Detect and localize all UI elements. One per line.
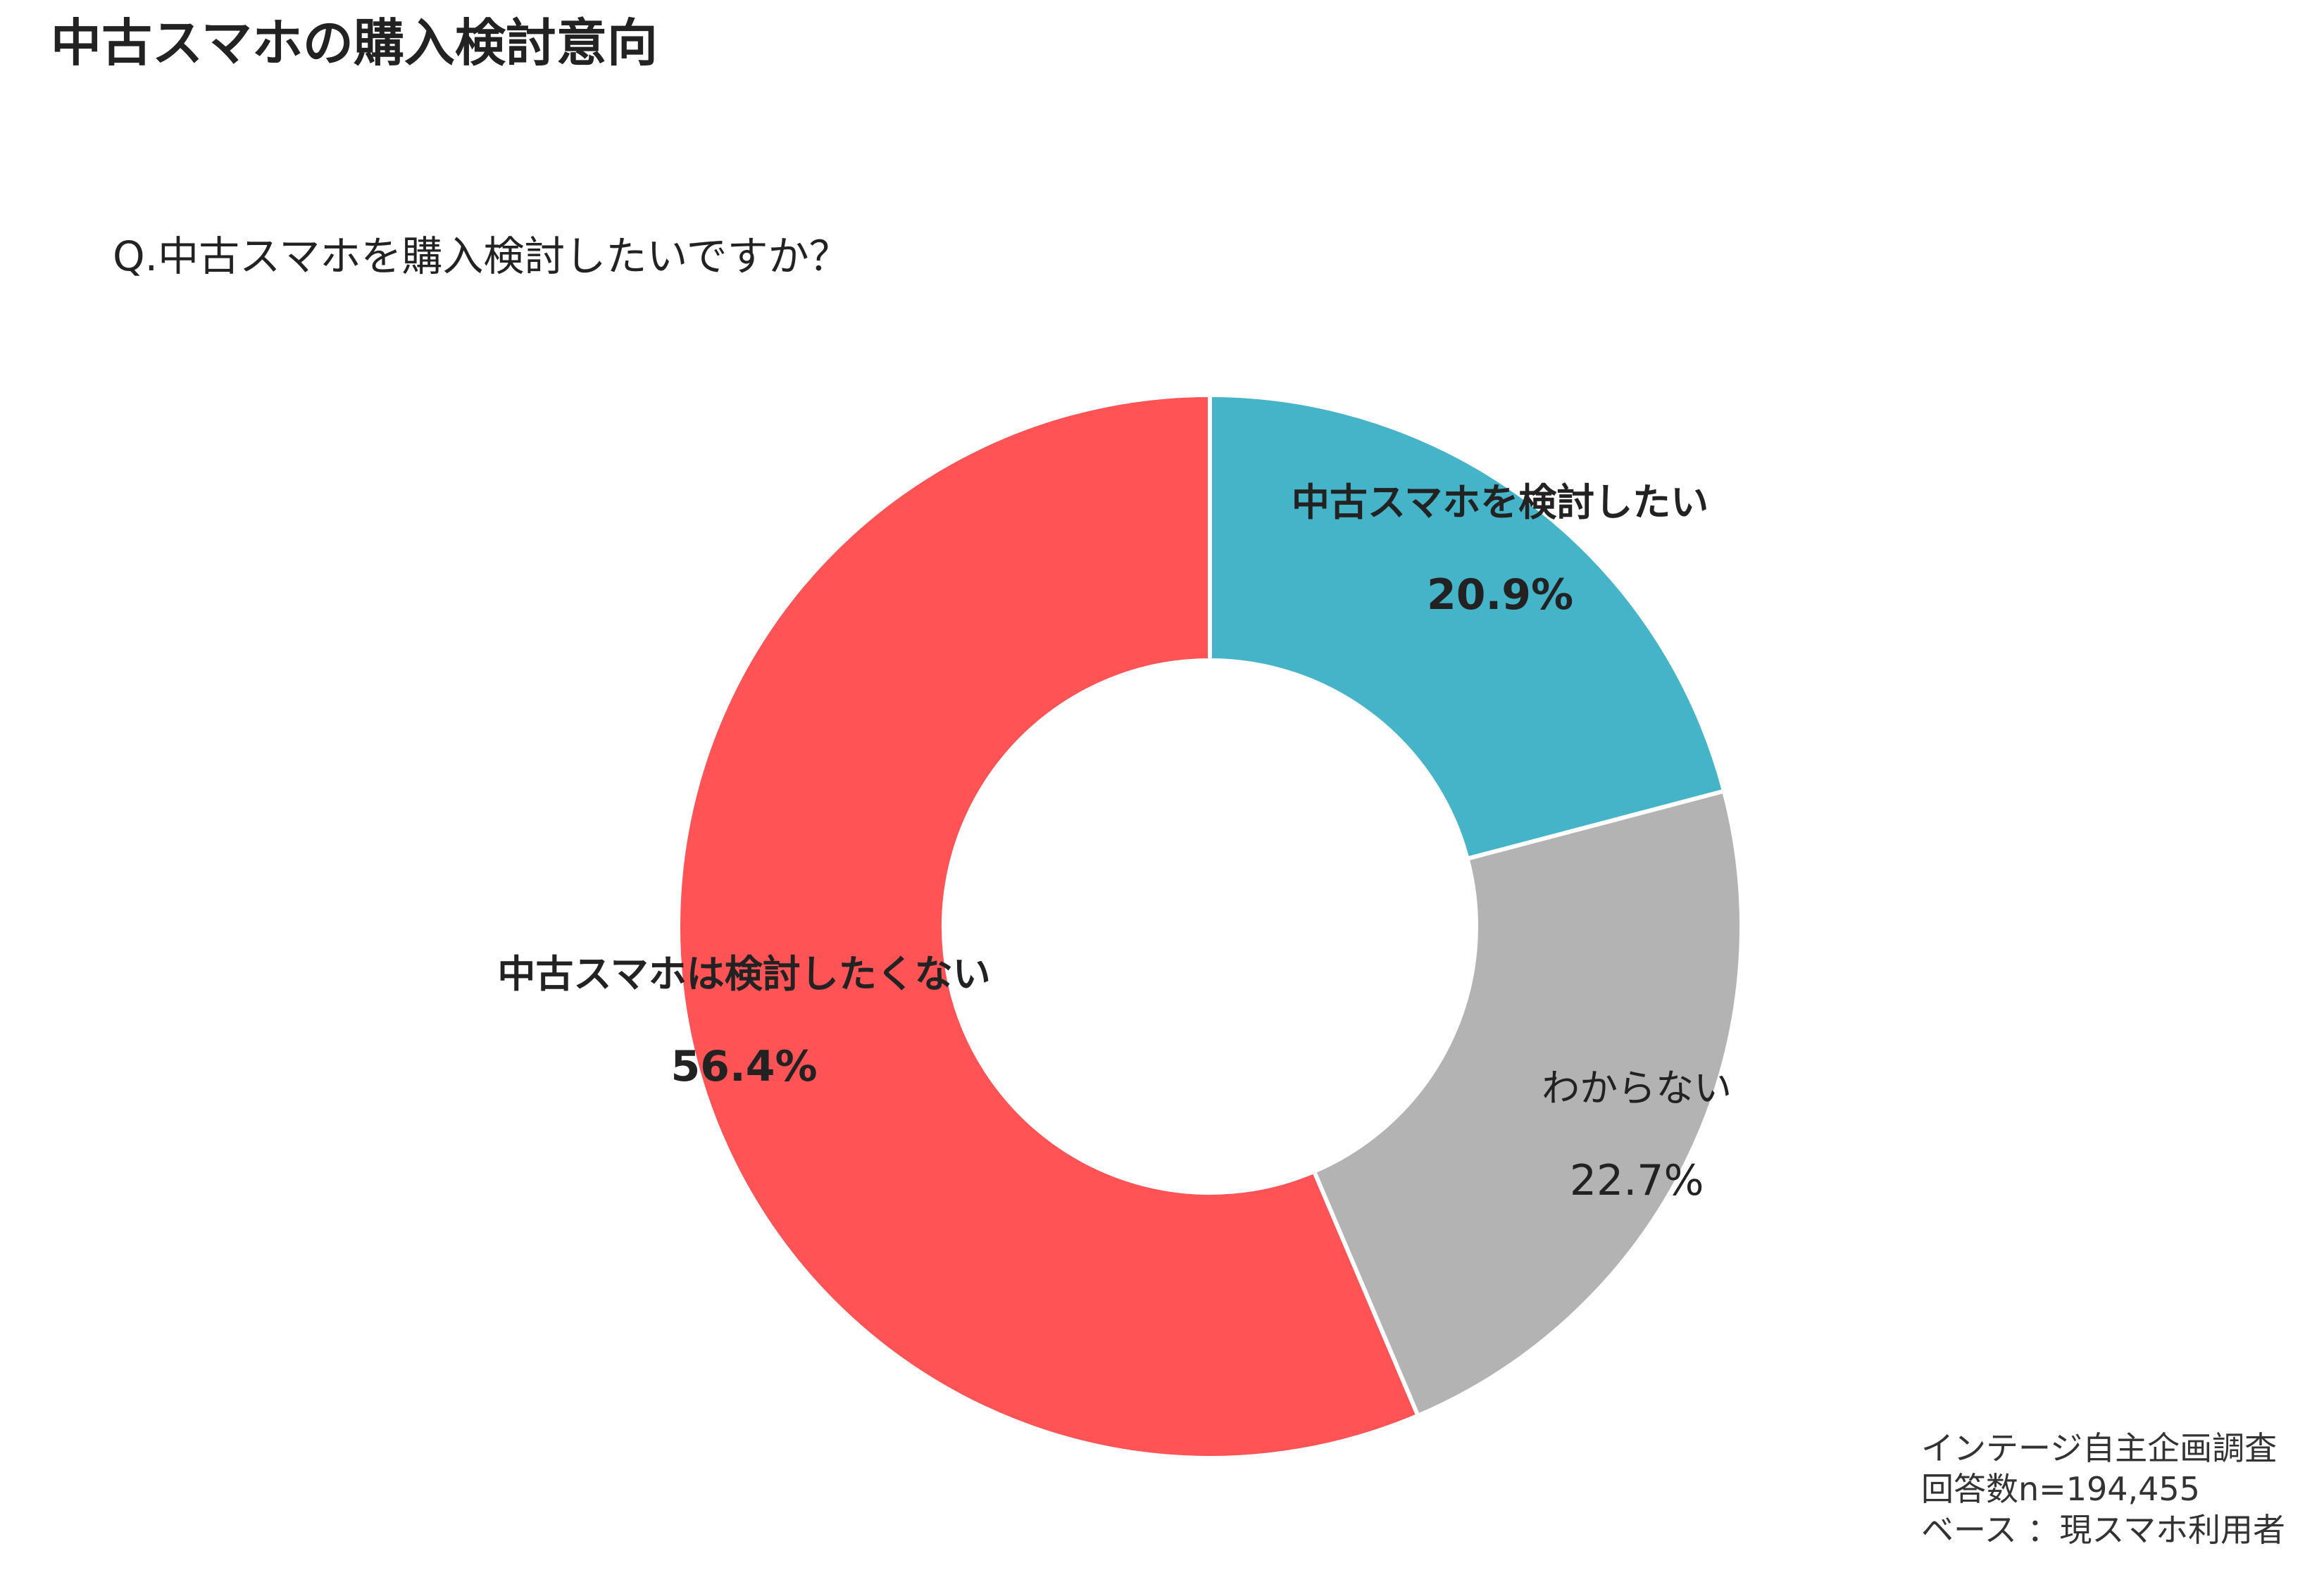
donut-slice-unsure xyxy=(1311,788,1744,1419)
respondent-base: ベース ：現スマホ利用者 xyxy=(1921,1511,2285,1549)
source-note: インテージ自主企画調査 回答数n=194,455 ベース ：現スマホ利用者 xyxy=(1921,1428,2285,1550)
slice-percent-unsure: 22.7% xyxy=(1569,1155,1704,1205)
survey-question: Q.中古スマホを購入検討したいですか？ xyxy=(113,232,850,280)
slice-percent-consider: 20.9% xyxy=(1426,570,1574,620)
slice-label-unsure: わからない 22.7% xyxy=(1542,1069,1732,1202)
respondent-count: 回答数n=194,455 xyxy=(1921,1470,2200,1508)
slice-name-not-consider: 中古スマホは検討したくない xyxy=(497,951,991,996)
donut-slice-not-consider xyxy=(676,392,1421,1460)
slice-percent-not-consider: 56.4% xyxy=(670,1041,818,1091)
donut-slice-consider xyxy=(1208,392,1727,862)
slice-name-consider: 中古スマホを検討したい xyxy=(1291,480,1709,525)
source-survey: インテージ自主企画調査 xyxy=(1921,1429,2278,1467)
chart-title: 中古スマホの購入検討意向 xyxy=(51,13,658,73)
slice-name-unsure: わからない xyxy=(1542,1065,1732,1110)
slice-label-not-consider: 中古スマホは検討したくない 56.4% xyxy=(497,955,990,1088)
slice-label-consider: 中古スマホを検討したい 20.9% xyxy=(1291,480,1709,620)
